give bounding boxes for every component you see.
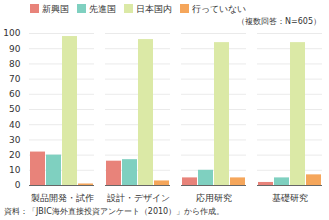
svg-text:0: 0 [15,180,21,190]
svg-text:70: 70 [9,74,21,84]
html-text:日本国内: 日本国内 [136,3,172,14]
svg-text:80: 80 [9,59,21,69]
svg-text:基礎研究: 基礎研究 [272,193,308,203]
svg-text:100: 100 [3,28,20,38]
html-text:資料：「JBIC海外直接投資アンケート（2010）」から作成: 資料：「JBIC海外直接投資アンケート（2010）」から作成。 [4,207,225,216]
svg-text:製品開発・試作: 製品開発・試作 [31,193,94,203]
svg-text:10: 10 [9,165,21,175]
html-text:新興国: 新興国 [42,3,69,14]
svg-text:30: 30 [9,135,21,145]
svg-text:40: 40 [9,120,21,130]
svg-text:50: 50 [9,104,21,114]
svg-text:60: 60 [9,89,21,99]
svg-text:応用研究: 応用研究 [196,193,232,203]
svg-text:設計・デザイン: 設計・デザイン [107,193,170,203]
html-text:行っていない: 行っていない [192,3,246,14]
html-text:（複数回答：N=605）: （複数回答：N=605） [237,17,321,26]
svg-text:20: 20 [9,150,21,160]
svg-text:90: 90 [9,44,21,54]
html-text:先進国: 先進国 [89,3,116,14]
